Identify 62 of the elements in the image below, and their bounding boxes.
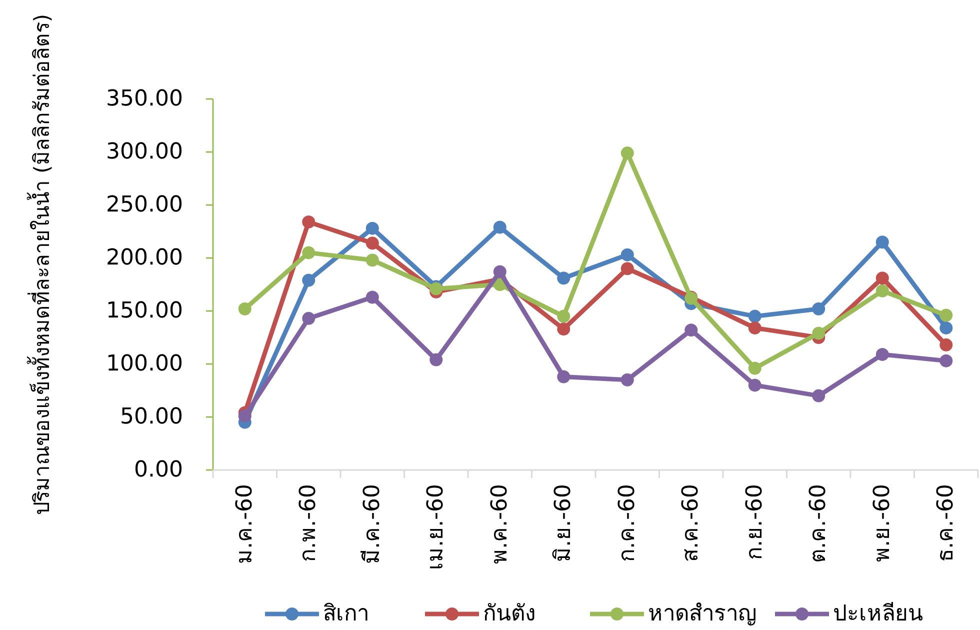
point <box>940 338 953 352</box>
point <box>302 274 316 287</box>
x-tick-label: ก.พ.-60 <box>296 484 322 562</box>
point <box>493 265 506 278</box>
point <box>748 321 762 334</box>
x-tick-label: ม.ค.-60 <box>232 484 258 564</box>
point <box>876 284 889 298</box>
legend-label: สิเกา <box>323 602 369 626</box>
y-tick-label: 300.00 <box>106 140 183 164</box>
y-tick-label: 250.00 <box>106 192 183 218</box>
point <box>238 409 252 422</box>
point <box>876 272 889 285</box>
y-tick-label: 200.00 <box>106 246 183 270</box>
point <box>620 146 634 160</box>
x-tick-label: ต.ค.-60 <box>806 484 832 563</box>
point <box>557 272 570 285</box>
legend-label: ปะเหลียน <box>833 602 923 626</box>
y-tick-label: 150.00 <box>106 298 183 324</box>
point <box>812 389 826 402</box>
point <box>748 310 762 323</box>
point <box>557 322 570 336</box>
point <box>366 222 379 235</box>
x-tick-label: ส.ค.-60 <box>678 484 704 562</box>
x-tick-label: มี.ค.-60 <box>360 484 385 564</box>
point <box>876 348 889 361</box>
y-tick-label: 50.00 <box>120 404 183 430</box>
point <box>366 236 379 250</box>
point <box>940 321 953 334</box>
legend-label: กันตัง <box>483 602 536 626</box>
point <box>302 312 316 325</box>
x-tick-label: ก.ค.-60 <box>614 484 640 562</box>
point <box>238 302 252 316</box>
x-tick-label: พ.ย.-60 <box>870 484 895 562</box>
point <box>366 254 379 267</box>
point <box>620 373 634 386</box>
y-axis-title: ปริมาณของแข็งทั้งหมดที่ละลายในน้ำ (มิลลิกรัมต่อลิตร) <box>27 14 54 516</box>
x-tick-label: ธ.ค.-60 <box>934 484 959 562</box>
point <box>812 302 826 316</box>
point <box>748 362 762 375</box>
x-tick-label: พ.ค.-60 <box>487 484 512 564</box>
point <box>302 246 316 260</box>
legend-label: หาดสำราญ <box>648 602 757 626</box>
y-tick-label: 350.00 <box>106 86 183 112</box>
point <box>748 378 762 392</box>
point <box>493 220 506 234</box>
point <box>940 354 953 368</box>
point <box>684 324 698 337</box>
point <box>430 353 443 366</box>
point <box>557 310 570 323</box>
point <box>366 290 379 304</box>
point <box>620 262 634 276</box>
x-tick-label: เม.ย.-60 <box>424 484 449 570</box>
x-tick-label: ก.ย.-60 <box>742 484 768 560</box>
point <box>940 308 953 322</box>
point <box>620 248 634 262</box>
point <box>812 326 826 340</box>
x-tick-label: มิ.ย.-60 <box>551 484 576 562</box>
point <box>557 370 570 384</box>
point <box>302 215 316 228</box>
y-tick-label: 0.00 <box>134 458 183 482</box>
point <box>876 236 889 249</box>
y-tick-label: 100.00 <box>106 352 183 376</box>
